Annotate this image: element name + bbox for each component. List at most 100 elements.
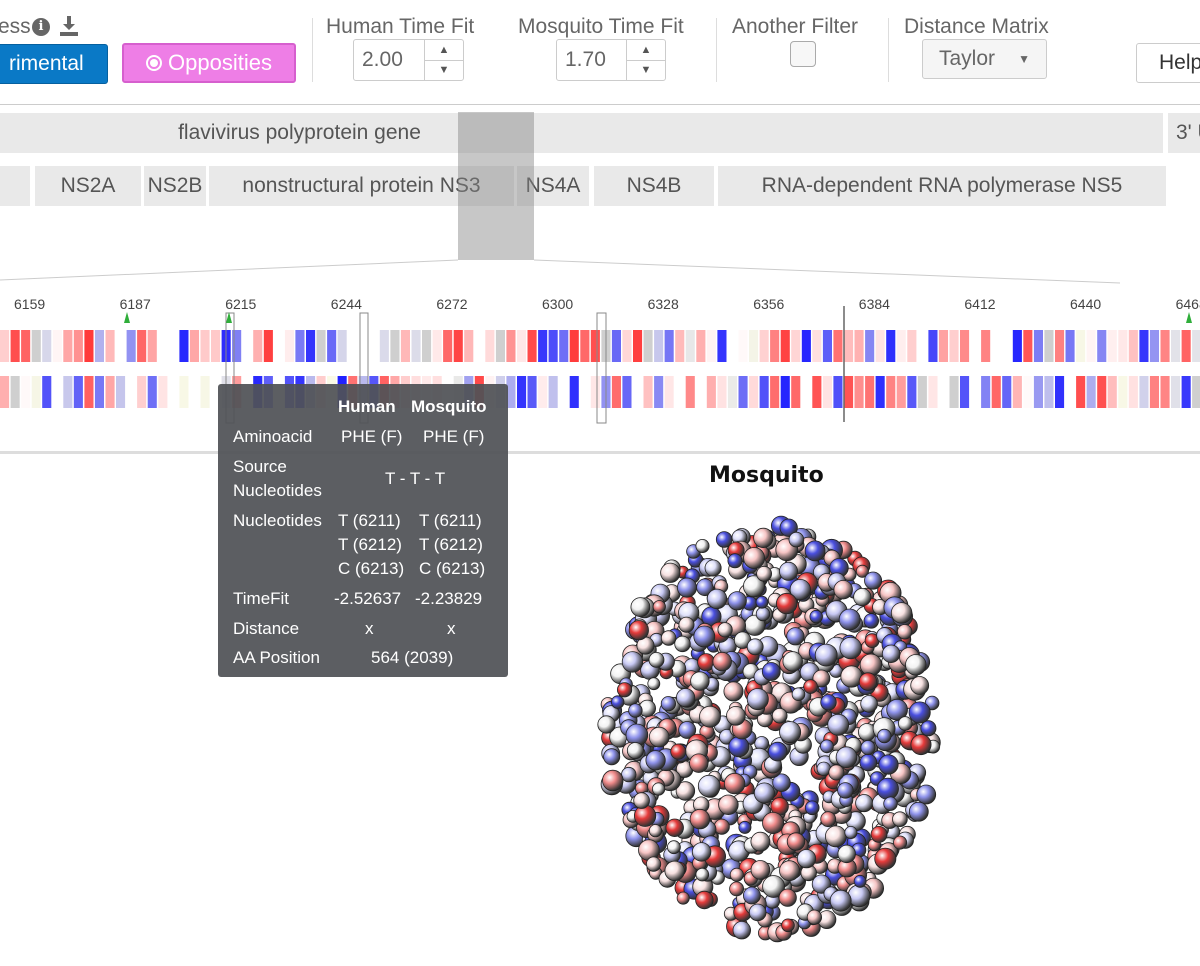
codon-cell[interactable] <box>1149 330 1159 362</box>
codon-cell[interactable] <box>749 330 759 362</box>
mosquito-time-fit-stepper[interactable]: 1.70 ▲ ▼ <box>556 39 666 81</box>
codon-cell[interactable] <box>685 376 695 408</box>
codon-cell[interactable] <box>73 330 83 362</box>
decrement-icon[interactable]: ▼ <box>438 64 450 77</box>
codon-cell[interactable] <box>506 376 516 408</box>
codon-cell[interactable] <box>991 376 1001 408</box>
codon-cell[interactable] <box>896 376 906 408</box>
codon-cell[interactable] <box>443 330 453 362</box>
codon-cell[interactable] <box>1139 376 1149 408</box>
codon-cell[interactable] <box>770 330 780 362</box>
codon-cell[interactable] <box>147 330 157 362</box>
codon-cell[interactable] <box>1181 376 1191 408</box>
codon-cell[interactable] <box>949 330 959 362</box>
codon-cell[interactable] <box>400 330 410 362</box>
codon-cell[interactable] <box>538 376 548 408</box>
codon-cell[interactable] <box>949 376 959 408</box>
gene-segment-ns2a[interactable]: NS2A <box>35 166 141 206</box>
codon-cell[interactable] <box>316 330 326 362</box>
codon-cell[interactable] <box>10 330 20 362</box>
codon-cell[interactable] <box>791 376 801 408</box>
codon-cell[interactable] <box>306 330 316 362</box>
codon-cell[interactable] <box>84 376 94 408</box>
codon-cell[interactable] <box>685 330 695 362</box>
codon-cell[interactable] <box>960 330 970 362</box>
codon-cell[interactable] <box>981 330 991 362</box>
codon-cell[interactable] <box>42 330 52 362</box>
codon-cell[interactable] <box>1044 376 1054 408</box>
codon-cell[interactable] <box>105 376 115 408</box>
codon-cell[interactable] <box>717 376 727 408</box>
codon-cell[interactable] <box>548 330 558 362</box>
codon-cell[interactable] <box>727 376 737 408</box>
codon-cell[interactable] <box>917 376 927 408</box>
distance-matrix-select[interactable]: Taylor ▼ <box>922 39 1047 79</box>
codon-cell[interactable] <box>1086 330 1096 362</box>
codon-cell[interactable] <box>706 330 716 362</box>
codon-cell[interactable] <box>1107 330 1117 362</box>
codon-cell[interactable] <box>717 330 727 362</box>
codon-cell[interactable] <box>1128 330 1138 362</box>
download-icon[interactable] <box>58 14 80 38</box>
codon-cell[interactable] <box>84 330 94 362</box>
codon-cell[interactable] <box>506 330 516 362</box>
gene-segment-ns4b[interactable]: NS4B <box>594 166 714 206</box>
codon-cell[interactable] <box>31 330 41 362</box>
codon-cell[interactable] <box>1118 330 1128 362</box>
codon-cell[interactable] <box>453 330 463 362</box>
codon-selection[interactable] <box>596 312 607 424</box>
codon-cell[interactable] <box>1181 330 1191 362</box>
codon-cell[interactable] <box>527 376 537 408</box>
codon-cell[interactable] <box>21 376 31 408</box>
gene-segment-ns5[interactable]: RNA-dependent RNA polymerase NS5 <box>718 166 1166 206</box>
codon-cell[interactable] <box>1055 376 1065 408</box>
codon-cell[interactable] <box>559 330 569 362</box>
sequence-heatmap[interactable] <box>0 306 1200 431</box>
increment-icon[interactable]: ▲ <box>425 40 463 61</box>
codon-cell[interactable] <box>485 330 495 362</box>
codon-cell[interactable] <box>928 376 938 408</box>
codon-cell[interactable] <box>411 330 421 362</box>
codon-cell[interactable] <box>422 330 432 362</box>
polyprotein-gene-bar[interactable]: flavivirus polyprotein gene <box>0 113 1163 153</box>
codon-cell[interactable] <box>1076 376 1086 408</box>
codon-cell[interactable] <box>253 330 263 362</box>
codon-cell[interactable] <box>1076 330 1086 362</box>
codon-cell[interactable] <box>1012 330 1022 362</box>
codon-cell[interactable] <box>822 330 832 362</box>
codon-cell[interactable] <box>73 376 83 408</box>
codon-cell[interactable] <box>527 330 537 362</box>
codon-cell[interactable] <box>1171 330 1181 362</box>
codon-cell[interactable] <box>137 376 147 408</box>
codon-cell[interactable] <box>833 376 843 408</box>
codon-cell[interactable] <box>200 376 210 408</box>
codon-cell[interactable] <box>960 376 970 408</box>
codon-cell[interactable] <box>1171 376 1181 408</box>
codon-cell[interactable] <box>1044 330 1054 362</box>
codon-cell[interactable] <box>580 330 590 362</box>
gene-segment[interactable] <box>0 166 30 206</box>
codon-cell[interactable] <box>379 330 389 362</box>
codon-cell[interactable] <box>1033 376 1043 408</box>
codon-cell[interactable] <box>548 376 558 408</box>
codon-cell[interactable] <box>981 376 991 408</box>
codon-cell[interactable] <box>284 330 294 362</box>
codon-cell[interactable] <box>833 330 843 362</box>
codon-cell[interactable] <box>1055 330 1065 362</box>
codon-cell[interactable] <box>105 330 115 362</box>
codon-cell[interactable] <box>611 376 621 408</box>
codon-cell[interactable] <box>854 376 864 408</box>
help-button[interactable]: Help <box>1136 43 1200 83</box>
codon-cell[interactable] <box>875 330 885 362</box>
codon-cell[interactable] <box>1097 330 1107 362</box>
codon-cell[interactable] <box>611 330 621 362</box>
codon-cell[interactable] <box>749 376 759 408</box>
codon-cell[interactable] <box>822 376 832 408</box>
codon-cell[interactable] <box>295 330 305 362</box>
codon-cell[interactable] <box>812 376 822 408</box>
codon-cell[interactable] <box>1033 330 1043 362</box>
codon-cell[interactable] <box>780 376 790 408</box>
increment-icon[interactable]: ▲ <box>627 40 665 61</box>
mosquito-time-fit-value[interactable]: 1.70 <box>565 48 606 71</box>
codon-cell[interactable] <box>1086 376 1096 408</box>
